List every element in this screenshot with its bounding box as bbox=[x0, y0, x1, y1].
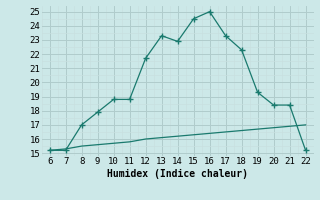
X-axis label: Humidex (Indice chaleur): Humidex (Indice chaleur) bbox=[107, 169, 248, 179]
